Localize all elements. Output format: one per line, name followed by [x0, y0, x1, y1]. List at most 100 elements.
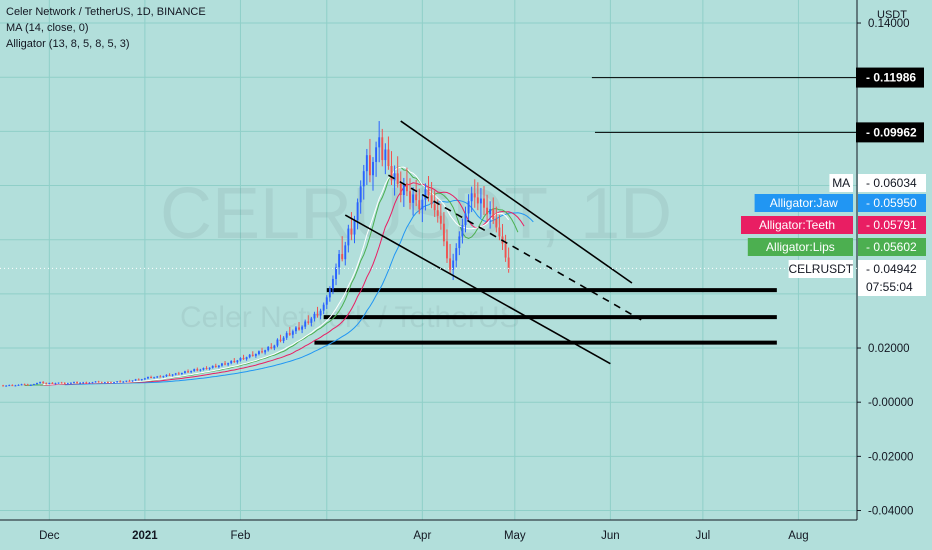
- candle: [442, 212, 445, 247]
- candle-body: [396, 173, 399, 184]
- candle-body: [479, 198, 482, 204]
- price-tag-value: - 0.05950: [866, 196, 917, 210]
- candle-body: [498, 227, 501, 237]
- candle-body: [137, 379, 140, 381]
- candle-body: [199, 369, 202, 371]
- candle: [372, 157, 374, 191]
- level-tag: - 0.09962: [856, 122, 924, 143]
- x-tick-label: May: [504, 530, 526, 542]
- candle-body: [91, 382, 94, 384]
- level-tag-bg: [856, 67, 924, 88]
- candle-body: [63, 382, 66, 384]
- candle-body: [359, 186, 362, 203]
- candle-body: [375, 147, 378, 162]
- candle: [285, 331, 288, 340]
- horizontal-levels[interactable]: [591, 77, 857, 133]
- candle-body: [5, 385, 8, 387]
- candle: [464, 206, 467, 233]
- time-axis[interactable]: Dec 2021 Feb Apr May Jun Jul Aug: [39, 530, 809, 542]
- y-tick-label: -0.00000: [868, 397, 913, 409]
- candle-body: [288, 333, 291, 335]
- candle: [202, 367, 205, 371]
- candle-body: [338, 254, 341, 268]
- candle-body: [36, 382, 38, 385]
- candle-body: [32, 384, 35, 386]
- candle: [458, 231, 461, 256]
- x-tick-label: 2021: [132, 530, 158, 542]
- candle: [421, 194, 424, 223]
- candle: [94, 381, 97, 383]
- candle: [82, 381, 85, 384]
- y-tick-label: -0.04000: [868, 506, 913, 518]
- price-tag-name: CELRUSDT: [788, 262, 853, 276]
- legend-ma[interactable]: MA (14, close, 0): [6, 22, 89, 34]
- candle: [433, 190, 436, 217]
- candle: [381, 128, 384, 167]
- x-tick-label: Feb: [231, 530, 251, 542]
- level-tag: - 0.11986: [856, 67, 924, 88]
- candle: [91, 381, 94, 384]
- candle-body: [54, 383, 57, 385]
- price-tag-value: - 0.04942: [866, 262, 917, 276]
- candle-body: [239, 358, 242, 361]
- candle-body: [261, 351, 263, 353]
- candle-body: [405, 183, 408, 192]
- candle-body: [387, 149, 390, 167]
- candle: [100, 381, 103, 384]
- candle-body: [153, 377, 156, 379]
- candle-body: [248, 354, 251, 358]
- candle-body: [341, 254, 344, 260]
- candle-body: [489, 209, 492, 215]
- candle-body: [458, 236, 461, 249]
- candle: [316, 306, 319, 318]
- candle: [199, 368, 202, 372]
- candle: [2, 384, 5, 387]
- x-tick-label: Dec: [39, 530, 60, 542]
- candle: [313, 311, 316, 322]
- candle: [504, 234, 507, 262]
- candle-body: [177, 373, 180, 375]
- candle-body: [187, 371, 190, 373]
- candle-body: [467, 201, 470, 214]
- legend-symbol[interactable]: Celer Network / TetherUS, 1D, BINANCE: [6, 6, 206, 18]
- candle-body: [455, 248, 458, 261]
- candle-body: [147, 377, 149, 379]
- candle-body: [79, 382, 82, 384]
- candle-body: [504, 243, 507, 258]
- candle: [405, 167, 408, 197]
- trendline[interactable]: [400, 120, 633, 284]
- candle-body: [254, 353, 257, 356]
- candle-body: [17, 384, 20, 386]
- candle: [162, 375, 165, 378]
- candle-body: [23, 384, 26, 386]
- candle-body: [150, 377, 153, 378]
- candle: [328, 286, 331, 302]
- candle-body: [221, 363, 223, 366]
- candle-body: [483, 198, 485, 208]
- legend-alligator[interactable]: Alligator (13, 8, 5, 8, 5, 3): [6, 38, 130, 50]
- candle: [304, 319, 307, 330]
- trendline[interactable]: [344, 214, 611, 365]
- trendline[interactable]: [388, 174, 642, 321]
- support-zones[interactable]: [314, 288, 777, 345]
- x-tick-label: Aug: [788, 530, 808, 542]
- trendlines[interactable]: [344, 120, 642, 365]
- candle-body: [279, 339, 282, 341]
- price-tag-label-bg: [788, 260, 853, 278]
- candle: [446, 229, 448, 263]
- price-axis[interactable]: 0.14000 0.02000 -0.00000 -0.02000 -0.04000: [857, 18, 913, 518]
- candle-body: [313, 313, 316, 319]
- candle-body: [384, 149, 387, 161]
- candle-body: [20, 384, 23, 386]
- candle-body: [57, 382, 60, 384]
- candle: [143, 377, 146, 380]
- candle-body: [26, 384, 29, 386]
- candle-body: [267, 346, 270, 351]
- candle: [116, 381, 119, 383]
- candle: [239, 357, 242, 362]
- candle-body: [276, 339, 279, 346]
- candle-body: [180, 372, 183, 375]
- candle: [214, 363, 217, 368]
- candle: [190, 370, 193, 374]
